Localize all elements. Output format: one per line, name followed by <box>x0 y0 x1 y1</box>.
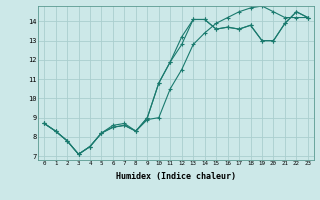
X-axis label: Humidex (Indice chaleur): Humidex (Indice chaleur) <box>116 172 236 181</box>
